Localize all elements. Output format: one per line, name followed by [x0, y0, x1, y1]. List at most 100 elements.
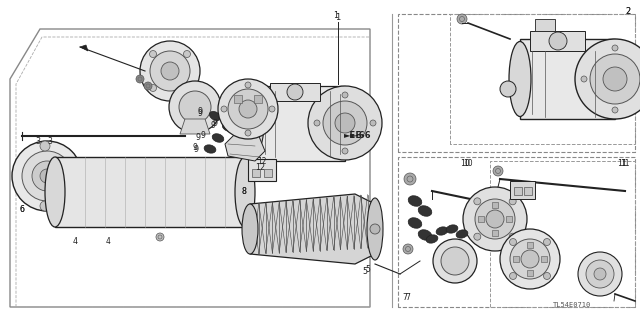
Circle shape — [549, 32, 567, 50]
Ellipse shape — [408, 218, 422, 228]
Polygon shape — [250, 194, 375, 264]
Circle shape — [457, 14, 467, 24]
Text: 11: 11 — [617, 159, 627, 167]
Bar — [530, 31, 585, 51]
Circle shape — [156, 233, 164, 241]
Bar — [254, 95, 262, 103]
Ellipse shape — [456, 230, 468, 238]
Bar — [510, 181, 535, 199]
Circle shape — [509, 272, 516, 279]
Circle shape — [486, 210, 504, 228]
Circle shape — [575, 39, 640, 119]
Ellipse shape — [408, 196, 422, 206]
Text: 7: 7 — [406, 293, 410, 301]
Circle shape — [474, 198, 481, 205]
Circle shape — [218, 79, 278, 139]
Bar — [492, 202, 498, 208]
Text: 9: 9 — [195, 132, 200, 142]
Text: 4: 4 — [106, 236, 111, 246]
Ellipse shape — [436, 227, 448, 235]
Circle shape — [245, 130, 251, 136]
Circle shape — [603, 67, 627, 91]
Text: 10: 10 — [460, 159, 470, 167]
Circle shape — [184, 50, 191, 57]
Text: 2: 2 — [625, 8, 630, 17]
Circle shape — [239, 100, 257, 118]
Circle shape — [493, 166, 503, 176]
Bar — [252, 169, 260, 177]
Bar — [55, 157, 245, 227]
Circle shape — [40, 141, 50, 151]
Text: 1: 1 — [335, 12, 340, 21]
Bar — [527, 242, 533, 248]
Circle shape — [314, 120, 320, 126]
Circle shape — [335, 113, 355, 133]
Ellipse shape — [204, 145, 216, 153]
Circle shape — [323, 101, 367, 145]
Ellipse shape — [509, 41, 531, 116]
Text: 5: 5 — [365, 264, 371, 273]
Circle shape — [150, 85, 157, 92]
Circle shape — [509, 233, 516, 240]
Circle shape — [32, 161, 62, 191]
Circle shape — [150, 51, 190, 91]
Bar — [513, 256, 519, 262]
Text: ►E-6: ►E-6 — [344, 130, 366, 139]
Bar — [535, 19, 555, 31]
Bar — [478, 216, 484, 222]
Text: 7: 7 — [403, 293, 408, 301]
Bar — [248, 159, 276, 181]
Circle shape — [586, 260, 614, 288]
Ellipse shape — [367, 198, 383, 260]
Circle shape — [578, 252, 622, 296]
Circle shape — [161, 62, 179, 80]
Circle shape — [370, 224, 380, 234]
Circle shape — [150, 50, 157, 57]
Ellipse shape — [209, 111, 221, 121]
Circle shape — [308, 86, 382, 160]
Circle shape — [590, 54, 640, 104]
Text: 9: 9 — [198, 109, 202, 118]
Ellipse shape — [235, 157, 255, 227]
Circle shape — [509, 198, 516, 205]
Circle shape — [612, 107, 618, 113]
Ellipse shape — [45, 157, 65, 227]
Text: 9: 9 — [211, 121, 216, 130]
Circle shape — [433, 239, 477, 283]
Text: TL54E0710: TL54E0710 — [553, 302, 591, 308]
Circle shape — [509, 239, 516, 246]
Circle shape — [543, 272, 550, 279]
Text: 12: 12 — [257, 157, 267, 166]
Text: 4: 4 — [72, 236, 77, 246]
Circle shape — [179, 91, 211, 123]
Circle shape — [612, 45, 618, 51]
Bar — [492, 230, 498, 236]
Ellipse shape — [418, 230, 432, 240]
Bar — [234, 95, 242, 103]
Ellipse shape — [426, 235, 438, 243]
Text: 6: 6 — [20, 204, 24, 213]
Circle shape — [370, 120, 376, 126]
Text: 1: 1 — [333, 11, 339, 19]
Circle shape — [474, 233, 481, 240]
Ellipse shape — [418, 206, 432, 216]
Bar — [264, 169, 272, 177]
Circle shape — [22, 151, 72, 201]
Text: 9: 9 — [193, 143, 197, 152]
Bar — [255, 86, 345, 161]
Circle shape — [269, 106, 275, 112]
Text: 11: 11 — [620, 160, 630, 168]
Text: 2: 2 — [625, 6, 630, 16]
Circle shape — [594, 268, 606, 280]
Text: 3: 3 — [47, 137, 52, 145]
Bar — [270, 83, 320, 101]
Bar — [514, 187, 522, 195]
Text: 9: 9 — [193, 145, 198, 153]
Bar — [527, 270, 533, 276]
Circle shape — [140, 41, 200, 101]
Circle shape — [245, 82, 251, 88]
Text: ►E-6: ►E-6 — [350, 130, 372, 139]
Ellipse shape — [242, 204, 258, 254]
Circle shape — [169, 81, 221, 133]
Text: 5: 5 — [362, 266, 367, 276]
